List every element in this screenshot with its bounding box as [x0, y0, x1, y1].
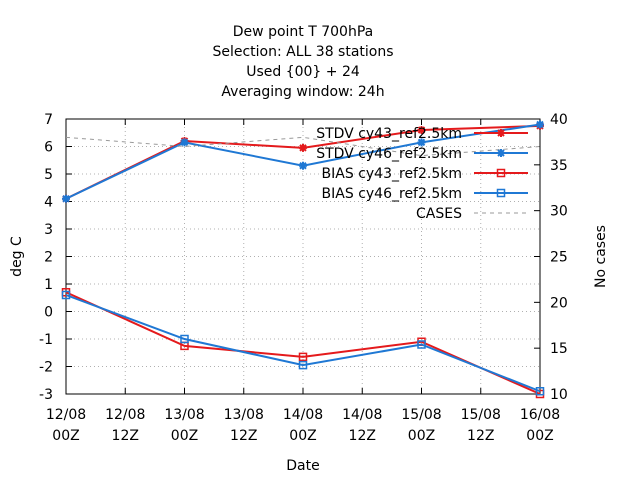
- x-tick-label-date: 13/08: [224, 407, 264, 423]
- legend-entry: CASES: [416, 206, 528, 222]
- x-tick-label-hour: 00Z: [526, 428, 553, 444]
- x-tick-label-date: 15/08: [401, 407, 441, 423]
- title-line: Averaging window: 24h: [221, 84, 384, 100]
- y2-tick-label: 10: [550, 387, 568, 403]
- y-tick-label: 4: [44, 195, 53, 211]
- legend-entry: BIAS cy46_ref2.5km: [322, 186, 528, 202]
- data-point: [535, 387, 545, 396]
- legend: STDV cy43_ref2.5km STDV cy46_ref2.5km BIAS…: [316, 126, 528, 222]
- legend-label: BIAS cy43_ref2.5km: [322, 166, 462, 182]
- series-line: [65, 294, 541, 393]
- x-tick-label-hour: 00Z: [408, 428, 435, 444]
- data-point: [417, 126, 426, 134]
- y-tick-label: 7: [44, 112, 53, 128]
- y-tick-label: -3: [39, 387, 53, 403]
- x-tick-label-date: 16/08: [520, 407, 560, 423]
- legend-label: STDV cy43_ref2.5km: [316, 126, 462, 142]
- legend-label: CASES: [416, 206, 462, 222]
- x-tick-label-hour: 00Z: [171, 428, 198, 444]
- y-axis-label: deg C: [9, 236, 25, 277]
- data-point: [417, 138, 426, 147]
- x-tick-label-date: 12/08: [46, 407, 86, 423]
- data-point: [61, 290, 71, 300]
- y2-tick-label: 20: [550, 295, 568, 311]
- x-tick-label-date: 13/08: [164, 407, 204, 423]
- legend-label: STDV cy46_ref2.5km: [316, 146, 462, 162]
- data-point: [417, 340, 426, 349]
- title-line: Used {00} + 24: [246, 64, 360, 80]
- data-point: [299, 161, 307, 170]
- data-point: [536, 120, 544, 129]
- x-axis-ticks: 12/08 00Z 12/08 12Z 13/08 00Z 13/08 12Z 14/08 00Z…: [46, 119, 560, 444]
- x-axis-label: Date: [286, 458, 319, 474]
- data-point: [62, 194, 70, 203]
- legend-label: BIAS cy46_ref2.5km: [322, 186, 462, 202]
- x-tick-label-hour: 12Z: [467, 428, 494, 444]
- y-tick-label: 3: [44, 222, 53, 238]
- series-1: [62, 120, 544, 203]
- title-line: Selection: ALL 38 stations: [212, 44, 393, 60]
- data-point: [298, 352, 308, 362]
- y2-tick-label: 15: [550, 341, 568, 357]
- y-tick-label: -1: [39, 332, 53, 348]
- y2-tick-label: 40: [550, 112, 568, 128]
- y-tick-label: -2: [39, 360, 53, 376]
- x-tick-label-hour: 12Z: [112, 428, 139, 444]
- y2-tick-label: 30: [550, 204, 568, 220]
- legend-marker: [497, 129, 505, 137]
- y2-axis-ticks: 10 15 20 25 30 35 40: [534, 112, 568, 403]
- series-layer: [61, 120, 545, 399]
- x-tick-label-hour: 12Z: [230, 428, 257, 444]
- legend-marker: [496, 188, 506, 198]
- x-tick-label-date: 14/08: [283, 407, 323, 423]
- x-tick-label-date: 15/08: [461, 407, 501, 423]
- y-tick-label: 1: [44, 277, 53, 293]
- data-point: [180, 334, 189, 344]
- legend-entry: STDV cy46_ref2.5km: [316, 146, 528, 162]
- y-tick-label: 5: [44, 167, 53, 183]
- legend-marker: [496, 168, 506, 178]
- chart-title: Dew point T 700hPa Selection: ALL 38 stat…: [212, 24, 393, 100]
- x-tick-label-hour: 12Z: [349, 428, 376, 444]
- y2-tick-label: 25: [550, 250, 568, 266]
- y2-tick-label: 35: [550, 158, 568, 174]
- data-point: [298, 360, 308, 370]
- series-3: [61, 290, 545, 396]
- x-tick-label-date: 12/08: [105, 407, 145, 423]
- y-axis-ticks: -3 -2 -1 0 1 2 3 4 5 6 7: [39, 112, 72, 403]
- data-point: [180, 138, 189, 147]
- y-tick-label: 6: [44, 140, 53, 156]
- x-tick-label-date: 14/08: [342, 407, 382, 423]
- legend-entry: STDV cy43_ref2.5km: [316, 126, 528, 142]
- x-tick-label-hour: 00Z: [289, 428, 316, 444]
- y2-axis-label: No cases: [593, 225, 609, 288]
- title-line: Dew point T 700hPa: [233, 24, 373, 40]
- x-tick-label-hour: 00Z: [52, 428, 79, 444]
- legend-entry: BIAS cy43_ref2.5km: [322, 166, 528, 182]
- y-tick-label: 0: [44, 305, 53, 321]
- legend-marker: [497, 149, 505, 157]
- y-tick-label: 2: [44, 250, 53, 266]
- data-point: [299, 143, 307, 152]
